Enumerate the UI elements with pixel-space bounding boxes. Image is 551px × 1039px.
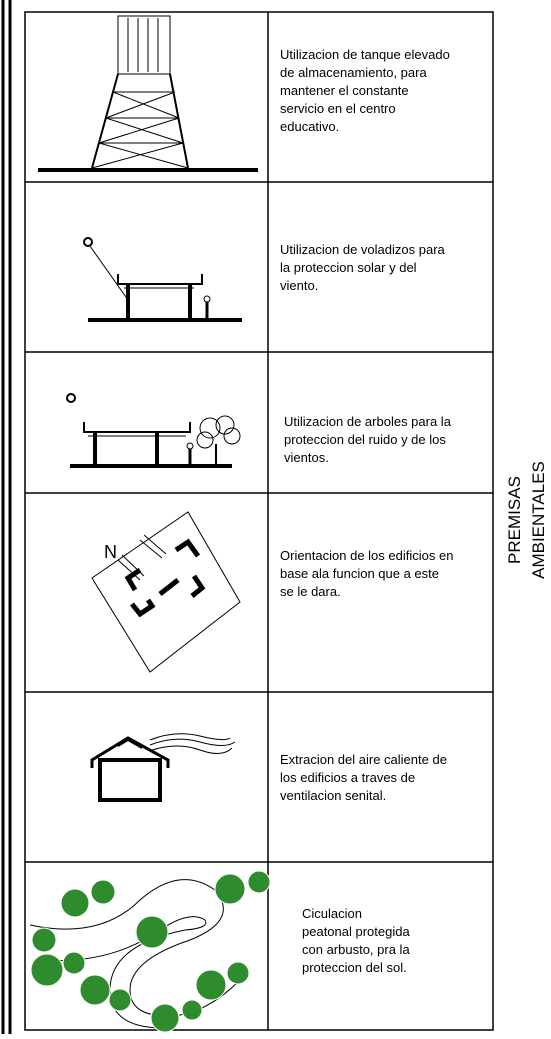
- description-line: proteccion del ruido y de los: [284, 432, 446, 447]
- overhang-illustration: [83, 237, 242, 322]
- description-line: servicio en el centro: [280, 101, 396, 116]
- description-line: educativo.: [280, 119, 339, 134]
- water-tower-illustration: [38, 15, 258, 172]
- description-line: proteccion del sol.: [302, 960, 407, 975]
- side-label-line: PREMISAS: [505, 476, 524, 564]
- description-line: Utilizacion de tanque elevado: [280, 47, 450, 62]
- description-line: se le dara.: [280, 584, 341, 599]
- frame: [1, 0, 494, 1034]
- description-line: Ciculacion: [302, 906, 362, 921]
- description-line: los edificios a traves de: [280, 770, 415, 785]
- shrub-path-illustration: [29, 870, 271, 1033]
- side-label: PREMISAS AMBIENTALES: [505, 461, 548, 579]
- orientation-illustration: [91, 511, 241, 673]
- descriptions: Utilizacion de tanque elevado de almacena…: [280, 47, 453, 975]
- description-line: ventilacion senital.: [280, 788, 386, 803]
- trees-illustration: [66, 393, 241, 468]
- description-line: con arbusto, pra la: [302, 942, 410, 957]
- description-line: la proteccion solar y del: [280, 260, 417, 275]
- north-label: N: [104, 542, 117, 562]
- ventilation-illustration: [90, 733, 236, 802]
- description-line: viento.: [280, 278, 318, 293]
- side-label-line: AMBIENTALES: [529, 461, 548, 579]
- description-line: mantener el constante: [280, 83, 409, 98]
- description-line: Utilizacion de voladizos para: [280, 242, 446, 257]
- description-line: base ala funcion que a este: [280, 566, 439, 581]
- description-line: de almacenamiento, para: [280, 65, 427, 80]
- description-line: vientos.: [284, 450, 329, 465]
- description-line: Extracion del aire caliente de: [280, 752, 447, 767]
- description-line: peatonal protegida: [302, 924, 410, 939]
- description-line: Utilizacion de arboles para la: [284, 414, 452, 429]
- description-line: Orientacion de los edificios en: [280, 548, 453, 563]
